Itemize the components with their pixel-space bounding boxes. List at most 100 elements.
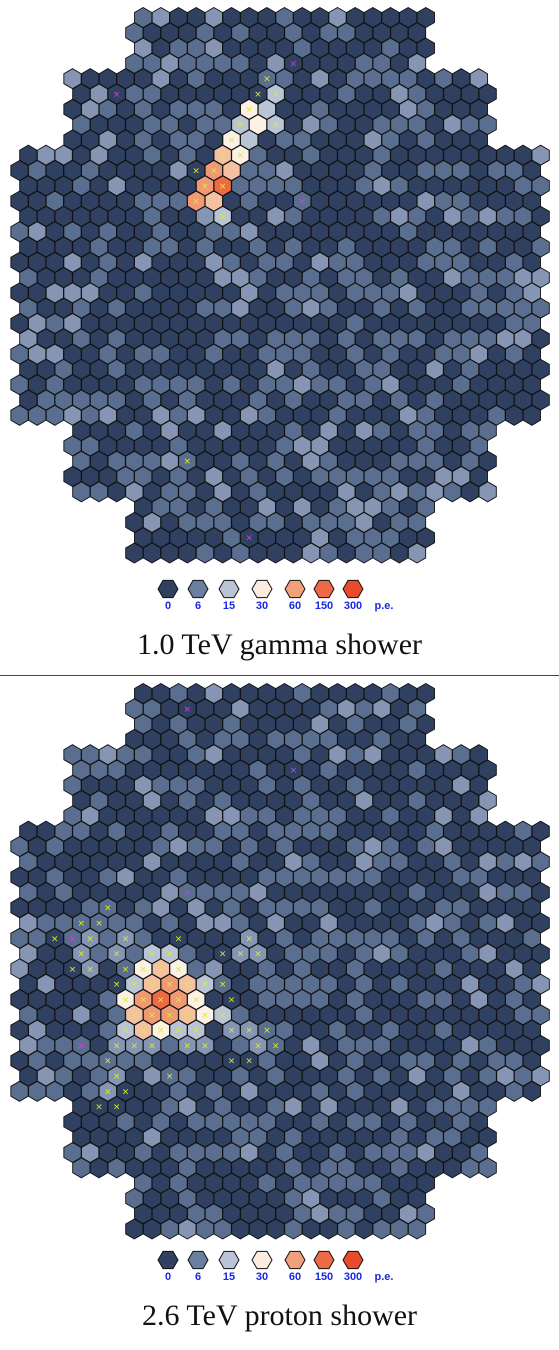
legend-swatch bbox=[157, 1250, 179, 1270]
trigger-mark: × bbox=[86, 965, 94, 975]
trigger-mark: × bbox=[148, 1011, 156, 1021]
legend-swatch bbox=[342, 1250, 364, 1270]
legend-swatch bbox=[313, 579, 335, 599]
trigger-mark: × bbox=[219, 212, 227, 222]
bad-pixel-mark: × bbox=[290, 766, 298, 776]
camera-pixel bbox=[266, 542, 285, 564]
trigger-mark: × bbox=[104, 904, 112, 914]
bad-pixel-mark: × bbox=[78, 1041, 86, 1051]
camera-pixel bbox=[284, 542, 303, 564]
camera-pixel bbox=[89, 481, 109, 503]
camera-pixel bbox=[10, 1080, 29, 1102]
bad-pixel-mark: × bbox=[290, 59, 298, 69]
legend-swatch bbox=[157, 579, 179, 599]
trigger-mark: × bbox=[95, 1103, 103, 1113]
camera-pixel bbox=[460, 481, 480, 503]
trigger-mark: × bbox=[148, 950, 156, 960]
legend-label: 30 bbox=[255, 600, 269, 612]
camera-pixel bbox=[10, 404, 29, 426]
camera-pixel bbox=[319, 542, 338, 564]
camera-pixel bbox=[195, 542, 215, 564]
legend-unit: p.e. bbox=[374, 1271, 394, 1283]
camera-pixel bbox=[248, 542, 268, 564]
camera-pixel bbox=[28, 1080, 47, 1102]
trigger-mark: × bbox=[104, 1087, 112, 1097]
legend-label: 0 bbox=[164, 1271, 172, 1283]
camera-pixel bbox=[354, 542, 374, 564]
camera-pixel bbox=[407, 1218, 427, 1240]
camera-pixel bbox=[213, 542, 232, 564]
legend-swatch bbox=[218, 579, 240, 599]
trigger-mark: × bbox=[263, 75, 271, 85]
legend-label: 300 bbox=[343, 1271, 363, 1283]
trigger-mark: × bbox=[95, 919, 103, 929]
trigger-mark: × bbox=[228, 1026, 236, 1036]
legend-label: 30 bbox=[255, 1271, 269, 1283]
panel-divider bbox=[0, 675, 559, 676]
trigger-mark: × bbox=[166, 1011, 174, 1021]
legend-swatch bbox=[313, 1250, 335, 1270]
camera-pixel bbox=[266, 1218, 285, 1240]
camera-pixel bbox=[231, 542, 250, 564]
camera-pixel bbox=[178, 1218, 197, 1240]
trigger-mark: × bbox=[245, 1026, 253, 1036]
camera-pixel bbox=[231, 1218, 250, 1240]
camera-pixel bbox=[522, 404, 541, 426]
trigger-mark: × bbox=[192, 1026, 200, 1036]
trigger-mark: × bbox=[157, 965, 165, 975]
legend-label: 150 bbox=[314, 1271, 334, 1283]
camera-pixel bbox=[125, 542, 144, 564]
gamma-shower-title: 1.0 TeV gamma shower bbox=[136, 628, 423, 661]
legend-swatch bbox=[187, 1250, 209, 1270]
trigger-mark: × bbox=[86, 934, 94, 944]
gamma-legend-labels: 0 6 15 30 60 150 300 p.e. bbox=[0, 600, 559, 616]
camera-pixel bbox=[160, 542, 179, 564]
legend-swatch bbox=[218, 1250, 240, 1270]
trigger-mark: × bbox=[122, 965, 130, 975]
trigger-mark: × bbox=[113, 980, 121, 990]
camera-pixel bbox=[390, 542, 409, 564]
trigger-mark: × bbox=[122, 934, 130, 944]
trigger-mark: × bbox=[228, 136, 236, 146]
camera-pixel bbox=[443, 1157, 462, 1179]
trigger-mark: × bbox=[175, 934, 183, 944]
legend-label: 60 bbox=[288, 1271, 302, 1283]
trigger-mark: × bbox=[131, 1041, 139, 1051]
legend-label: 60 bbox=[288, 600, 302, 612]
trigger-mark: × bbox=[113, 1072, 121, 1082]
trigger-mark: × bbox=[175, 996, 183, 1006]
trigger-mark: × bbox=[245, 105, 253, 115]
trigger-mark: × bbox=[184, 980, 192, 990]
trigger-mark: × bbox=[254, 950, 262, 960]
trigger-mark: × bbox=[113, 950, 121, 960]
trigger-mark: × bbox=[201, 1041, 209, 1051]
camera-pixel bbox=[284, 1218, 303, 1240]
trigger-mark: × bbox=[113, 1103, 121, 1113]
bad-pixel-mark: × bbox=[184, 888, 192, 898]
trigger-mark: × bbox=[184, 1041, 192, 1051]
camera-pixel bbox=[390, 1218, 409, 1240]
trigger-mark: × bbox=[201, 980, 209, 990]
camera-pixel bbox=[107, 481, 126, 503]
trigger-mark: × bbox=[245, 1057, 253, 1067]
trigger-mark: × bbox=[139, 1026, 147, 1036]
bad-pixel-mark: × bbox=[298, 197, 306, 207]
trigger-mark: × bbox=[69, 965, 77, 975]
gamma-color-legend bbox=[157, 579, 364, 599]
trigger-mark: × bbox=[245, 934, 253, 944]
camera-pixel bbox=[195, 1218, 215, 1240]
camera-pixel bbox=[213, 1218, 232, 1240]
trigger-mark: × bbox=[184, 457, 192, 467]
camera-pixel bbox=[505, 1080, 524, 1102]
legend-swatch bbox=[342, 579, 364, 599]
camera-pixel bbox=[505, 404, 524, 426]
legend-swatch bbox=[187, 579, 209, 599]
trigger-mark: × bbox=[219, 1011, 227, 1021]
trigger-mark: × bbox=[122, 1026, 130, 1036]
trigger-mark: × bbox=[263, 1026, 271, 1036]
trigger-mark: × bbox=[78, 919, 86, 929]
camera-pixel bbox=[478, 481, 497, 503]
trigger-mark: × bbox=[254, 1041, 262, 1051]
trigger-mark: × bbox=[184, 1011, 192, 1021]
camera-pixel bbox=[248, 1218, 268, 1240]
